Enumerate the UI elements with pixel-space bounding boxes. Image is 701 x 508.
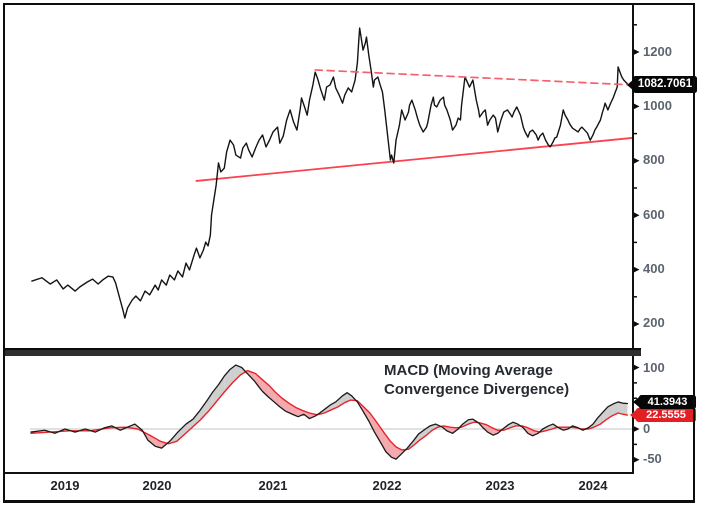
price-major-tick (632, 266, 640, 274)
x-axis-line (4, 472, 634, 474)
price-major-tick (632, 157, 640, 165)
macd-fill-positive (613, 401, 619, 416)
macd-fill-positive (177, 424, 186, 441)
macd-indicator-label: MACD (Moving Average Convergence Diverge… (384, 362, 570, 398)
macd-fill-negative (285, 400, 293, 415)
macd-fill-negative (368, 411, 375, 433)
macd-tick-label-0: 0 (643, 421, 651, 436)
price-major-tick (632, 211, 640, 219)
macd-signal-badge: 22.5555 (636, 408, 696, 422)
price-tick-label-200: 200 (643, 315, 665, 330)
macd-fill-positive (199, 400, 207, 421)
macd-line (30, 364, 629, 460)
macd-tick-label-100: 100 (643, 360, 665, 375)
support-trendline (195, 137, 633, 182)
macd-tick-label-neg50: -50 (643, 451, 662, 466)
macd-fill-positive (192, 410, 200, 427)
macd-fill-positive (618, 401, 623, 415)
price-tick-label-400: 400 (643, 261, 665, 276)
price-line (31, 27, 629, 319)
macd-major-tick (632, 425, 640, 433)
macd-major-tick (632, 364, 640, 371)
year-label-2021: 2021 (258, 478, 288, 493)
macd-fill-negative (147, 434, 156, 447)
macd-fill-positive (597, 411, 604, 426)
price-tick-label-600: 600 (643, 207, 665, 222)
macd-fill-positive (347, 392, 352, 402)
macd-fill-positive (186, 419, 193, 434)
panel-separator (4, 348, 641, 356)
macd-fill-negative (396, 446, 401, 460)
macd-major-tick (632, 456, 640, 464)
price-major-tick (632, 102, 640, 110)
macd-value-badge: 41.3943 (639, 395, 696, 409)
resistance-trendline (314, 69, 633, 86)
macd-fill-positive (418, 429, 426, 442)
macd-fill-positive (607, 403, 614, 419)
macd-fill-negative (254, 373, 260, 388)
price-tick-label-800: 800 (643, 152, 665, 167)
last-price-badge: 1082.7061 (633, 76, 697, 93)
macd-fill-negative (483, 423, 488, 433)
year-label-2022: 2022 (372, 478, 402, 493)
price-tick-label-1000: 1000 (643, 98, 672, 113)
year-label-2020: 2020 (142, 478, 172, 493)
macd-fill-positive (412, 433, 419, 446)
price-axis-line (632, 4, 634, 473)
macd-fill-negative (374, 419, 382, 444)
price-major-tick (632, 48, 640, 56)
year-label-2023: 2023 (485, 478, 515, 493)
macd-fill-negative (446, 426, 453, 434)
price-major-tick (632, 320, 640, 328)
year-label-2024: 2024 (578, 478, 608, 493)
price-tick-label-1200: 1200 (643, 44, 672, 59)
macd-fill-positive (235, 365, 242, 380)
macd-fill-positive (622, 403, 628, 416)
macd-signal-line (30, 369, 629, 451)
year-label-2019: 2019 (50, 478, 80, 493)
